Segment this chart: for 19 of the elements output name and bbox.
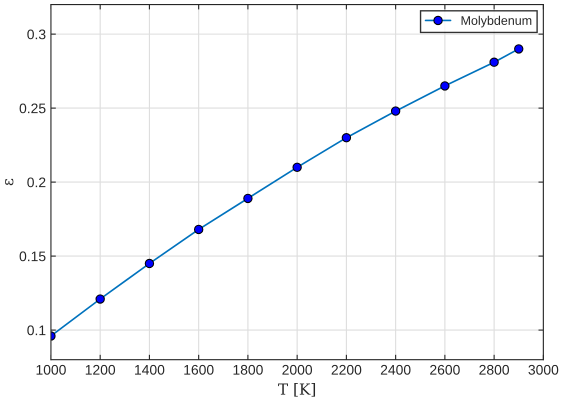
x-tick-label: 1000 (36, 364, 66, 375)
y-tick-label: 0.25 (20, 103, 46, 114)
x-tick-label: 3000 (528, 364, 558, 375)
x-tick-label: 1600 (184, 364, 214, 375)
y-tick-label: 0.2 (27, 177, 46, 188)
x-tick-label: 1800 (234, 364, 263, 375)
x-tick-label: 2800 (479, 364, 510, 375)
x-tick-label: 1400 (135, 364, 164, 375)
x-tick-label: 2600 (430, 364, 460, 375)
y-axis-title: ε (5, 178, 14, 186)
x-tick-label: 1200 (86, 364, 116, 375)
x-tick-label: 2200 (332, 364, 362, 375)
x-tick-label: 2400 (380, 364, 411, 375)
x-tick-label: 2000 (282, 364, 312, 375)
y-tick-label: 0.1 (27, 325, 46, 336)
y-tick-label: 0.3 (27, 29, 46, 40)
x-axis-title: T [K] (278, 383, 316, 397)
y-tick-label: 0.15 (20, 251, 46, 262)
legend-label: Molybdenum (462, 16, 532, 28)
